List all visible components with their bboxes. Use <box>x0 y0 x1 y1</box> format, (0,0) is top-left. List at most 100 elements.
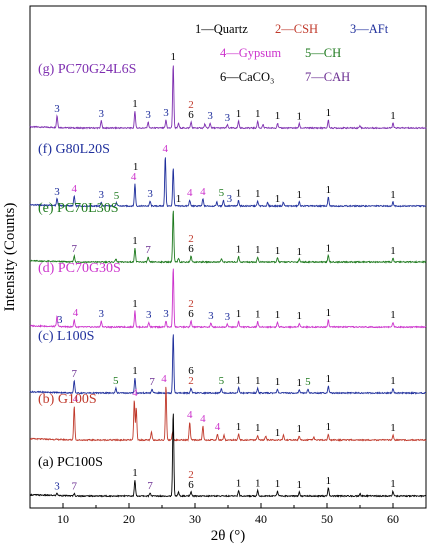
peak-label: 1 <box>236 477 242 489</box>
peak-label: 1 <box>390 245 396 257</box>
series-name: (d) PC70G30S <box>38 261 121 276</box>
peak-label: 3 <box>99 308 105 320</box>
series-curve <box>29 413 427 498</box>
peak-label: 1 <box>326 421 332 433</box>
peak-label: 7 <box>71 481 77 493</box>
peak-label: 2 <box>188 375 194 387</box>
peak-label: 1 <box>390 110 396 122</box>
peak-label: 1 <box>255 188 261 200</box>
peak-label: 1 <box>255 108 261 120</box>
peak-label: 3 <box>99 189 105 201</box>
peak-label: 6 <box>188 479 194 491</box>
series-curve <box>29 65 427 130</box>
peak-label: 4 <box>215 421 221 433</box>
series-curve <box>29 157 427 208</box>
peak-label: 1 <box>170 51 176 63</box>
peak-label: 1 <box>275 193 281 205</box>
series-curve <box>29 386 427 442</box>
peak-label: 4 <box>161 373 167 385</box>
peak-label: 1 <box>255 244 261 256</box>
x-tick-label: 30 <box>189 512 201 526</box>
peak-label: 1 <box>326 184 332 196</box>
peak-label: 1 <box>236 108 242 120</box>
peak-label: 1 <box>275 110 281 122</box>
peak-label: 1 <box>390 189 396 201</box>
x-axis-title: 2θ (°) <box>211 528 245 544</box>
peak-label: 4 <box>131 171 137 183</box>
peak-label: 2 <box>188 233 194 245</box>
peak-label: 4 <box>187 409 193 421</box>
peak-label: 3 <box>145 109 151 121</box>
peak-label: 1 <box>133 161 139 173</box>
peak-label: 2 <box>188 469 194 481</box>
series-name: (b) G100S <box>38 392 97 407</box>
peak-label: 4 <box>200 186 206 198</box>
peak-label: 1 <box>236 421 242 433</box>
peak-label: 1 <box>297 479 303 491</box>
peak-label: 1 <box>132 298 138 310</box>
peak-label: 6 <box>188 365 194 377</box>
peak-label: 1 <box>297 246 303 258</box>
y-axis-title: Intensity (Counts) <box>2 203 18 312</box>
peak-label: 5 <box>305 376 311 388</box>
peak-label: 1 <box>236 374 242 386</box>
peak-label: 1 <box>326 373 332 385</box>
peak-label: 1 <box>297 111 303 123</box>
peak-label: 1 <box>255 308 261 320</box>
x-tick-label: 40 <box>255 512 267 526</box>
peak-label: 3 <box>57 314 63 326</box>
peak-label: 3 <box>208 310 214 322</box>
peak-label: 1 <box>326 107 332 119</box>
peak-label: 7 <box>71 243 77 255</box>
peak-label: 4 <box>73 393 79 405</box>
legend-entry: 6—CaCO₃ <box>220 70 274 84</box>
peak-label: 1 <box>255 375 261 387</box>
x-tick-label: 10 <box>57 512 69 526</box>
x-tick-label: 20 <box>123 512 135 526</box>
peak-label: 1 <box>326 243 332 255</box>
peak-label: 1 <box>297 423 303 435</box>
peak-label: 7 <box>145 244 151 256</box>
peak-label: 3 <box>147 188 153 200</box>
x-tick-label: 50 <box>321 512 333 526</box>
legend: 1—Quartz 2—CSH 3—AFt 4—Gypsum 5—CH 6—CaCO₃ 7—C… <box>195 22 389 84</box>
peak-label: 3 <box>54 103 60 115</box>
peak-label: 4 <box>187 187 193 199</box>
peak-label: 3 <box>225 112 231 124</box>
peak-label: 1 <box>297 377 303 389</box>
peak-label: 6 <box>188 243 194 255</box>
series-names: (g) PC70G24L6S (f) G80L20S (e) PC70L30S (d)… <box>38 62 136 470</box>
peak-label: 4 <box>200 413 206 425</box>
peak-label: 1 <box>297 310 303 322</box>
peak-label: 1 <box>275 376 281 388</box>
peak-label: 4 <box>73 307 79 319</box>
legend-entry: 1—Quartz <box>195 22 248 36</box>
peak-label: 3 <box>54 186 60 198</box>
peak-label: 1 <box>275 427 281 439</box>
series-curve <box>29 268 427 329</box>
peak-label: 1 <box>132 98 138 110</box>
series-name: (g) PC70G24L6S <box>38 62 136 77</box>
peak-label: 1 <box>390 422 396 434</box>
peak-label: 5 <box>219 187 225 199</box>
series-name: (a) PC100S <box>38 455 103 470</box>
peak-label: 1 <box>275 309 281 321</box>
legend-entry: 3—AFt <box>350 22 389 36</box>
peak-label: 1 <box>255 477 261 489</box>
peak-label: 1 <box>236 243 242 255</box>
legend-entry: 4—Gypsum <box>220 46 281 60</box>
x-axis: 10 20 30 40 50 60 <box>29 503 427 526</box>
legend-entry: 5—CH <box>305 46 341 60</box>
peak-label: 4 <box>132 387 138 399</box>
series-name: (f) G80L20S <box>38 142 110 157</box>
peak-label: 3 <box>54 481 60 493</box>
peak-label: 1 <box>390 478 396 490</box>
x-tick-label: 60 <box>387 512 399 526</box>
peak-label: 1 <box>176 193 182 205</box>
peak-label: 3 <box>99 108 105 120</box>
peak-label: 1 <box>390 309 396 321</box>
legend-entry: 7—CAH <box>305 70 350 84</box>
diffraction-curves <box>29 65 427 498</box>
peak-label: 1 <box>297 189 303 201</box>
